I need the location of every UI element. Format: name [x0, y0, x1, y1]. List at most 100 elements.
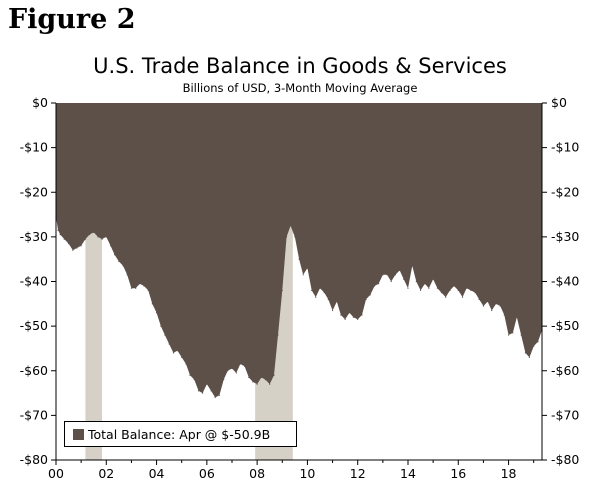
- y-tick-label-left: -$70: [20, 407, 48, 422]
- data-point: [67, 242, 70, 245]
- data-point: [105, 236, 107, 238]
- data-point: [298, 258, 300, 260]
- data-point: [491, 309, 493, 312]
- data-point: [72, 249, 74, 251]
- data-point: [403, 278, 405, 280]
- data-point: [57, 229, 59, 231]
- data-point: [394, 274, 397, 276]
- data-point: [327, 298, 329, 300]
- data-point: [361, 314, 363, 316]
- data-point: [495, 303, 497, 305]
- data-point: [223, 379, 225, 381]
- x-tick-label: 16: [450, 466, 466, 481]
- series-area-1: [56, 103, 542, 398]
- data-point: [143, 285, 145, 287]
- x-tick-label: 00: [48, 466, 64, 481]
- y-tick-label-right: -$70: [551, 407, 579, 422]
- figure-label: Figure 2: [8, 4, 136, 35]
- data-point: [135, 287, 137, 289]
- data-point: [97, 236, 99, 238]
- y-tick-label-left: -$10: [20, 140, 48, 155]
- data-point: [273, 374, 275, 376]
- data-point: [482, 305, 485, 307]
- data-point: [407, 287, 409, 289]
- y-tick-label-left: -$80: [20, 452, 48, 467]
- axes: $0 $0 -$10 -$10 -$20 -$20 -$30 -$30 -$40 -$40 -$50…: [20, 95, 580, 481]
- data-point: [399, 269, 401, 271]
- data-point: [424, 283, 426, 285]
- y-tick-label-right: $0: [551, 95, 567, 110]
- y-tick-label-left: -$20: [20, 184, 48, 199]
- data-point: [239, 363, 241, 365]
- data-point: [197, 390, 200, 392]
- data-point: [465, 287, 468, 289]
- data-point: [474, 292, 476, 294]
- data-point: [139, 283, 141, 285]
- data-point: [109, 245, 112, 247]
- x-tick-label: 04: [149, 466, 165, 481]
- data-point: [436, 287, 439, 289]
- data-point: [214, 396, 216, 399]
- data-point: [432, 278, 434, 280]
- data-point: [130, 287, 133, 289]
- data-point: [160, 325, 162, 327]
- data-point: [352, 316, 355, 318]
- data-point: [164, 334, 166, 336]
- data-point: [323, 292, 325, 294]
- data-point: [340, 314, 342, 316]
- x-tick-label: 18: [501, 466, 517, 481]
- data-point: [449, 289, 451, 292]
- data-point: [386, 274, 388, 276]
- data-point: [415, 280, 417, 283]
- x-tick-label: 10: [299, 466, 315, 481]
- data-point: [285, 236, 288, 238]
- data-point: [453, 285, 455, 287]
- data-point: [373, 285, 376, 287]
- data-point: [113, 254, 116, 256]
- data-point: [377, 283, 380, 285]
- y-tick-label-right: -$80: [551, 452, 579, 467]
- y-tick-label-left: $0: [32, 95, 48, 110]
- data-point: [235, 372, 237, 374]
- y-tick-label-left: -$40: [20, 274, 48, 289]
- data-point: [147, 289, 149, 292]
- data-point: [88, 234, 91, 236]
- data-point: [181, 356, 183, 358]
- data-point: [59, 234, 61, 236]
- y-tick-label-right: -$20: [551, 184, 579, 199]
- data-point: [507, 334, 510, 336]
- data-point: [319, 287, 321, 289]
- y-tick-label-right: -$60: [551, 363, 579, 378]
- data-point: [201, 392, 204, 394]
- data-point: [256, 383, 258, 385]
- data-point: [357, 318, 359, 321]
- data-point: [231, 367, 233, 370]
- data-point: [457, 289, 459, 292]
- data-point: [252, 381, 254, 383]
- legend: Total Balance: Apr @ $-50.9B: [64, 421, 297, 447]
- data-point: [520, 334, 522, 336]
- legend-swatch: [73, 428, 84, 440]
- y-tick-label-left: -$30: [20, 229, 48, 244]
- data-point: [277, 334, 279, 336]
- data-point: [63, 238, 65, 240]
- data-point: [218, 394, 221, 396]
- data-point: [524, 352, 527, 354]
- data-point: [537, 341, 539, 343]
- data-point: [306, 267, 309, 269]
- data-point: [311, 289, 313, 292]
- y-tick-label-left: -$60: [20, 363, 48, 378]
- x-tick-label: 02: [98, 466, 114, 481]
- legend-label: Total Balance: Apr @ $-50.9B: [88, 426, 271, 442]
- data-point: [227, 370, 229, 372]
- y-tick-label-left: -$50: [20, 318, 48, 333]
- data-point: [302, 274, 304, 276]
- y-tick-label-right: -$30: [551, 229, 579, 244]
- data-point: [122, 265, 124, 267]
- data-point: [478, 298, 480, 300]
- data-point: [193, 379, 195, 381]
- data-point: [126, 274, 128, 276]
- x-tick-label: 08: [249, 466, 265, 481]
- y-tick-label-right: -$10: [551, 140, 579, 155]
